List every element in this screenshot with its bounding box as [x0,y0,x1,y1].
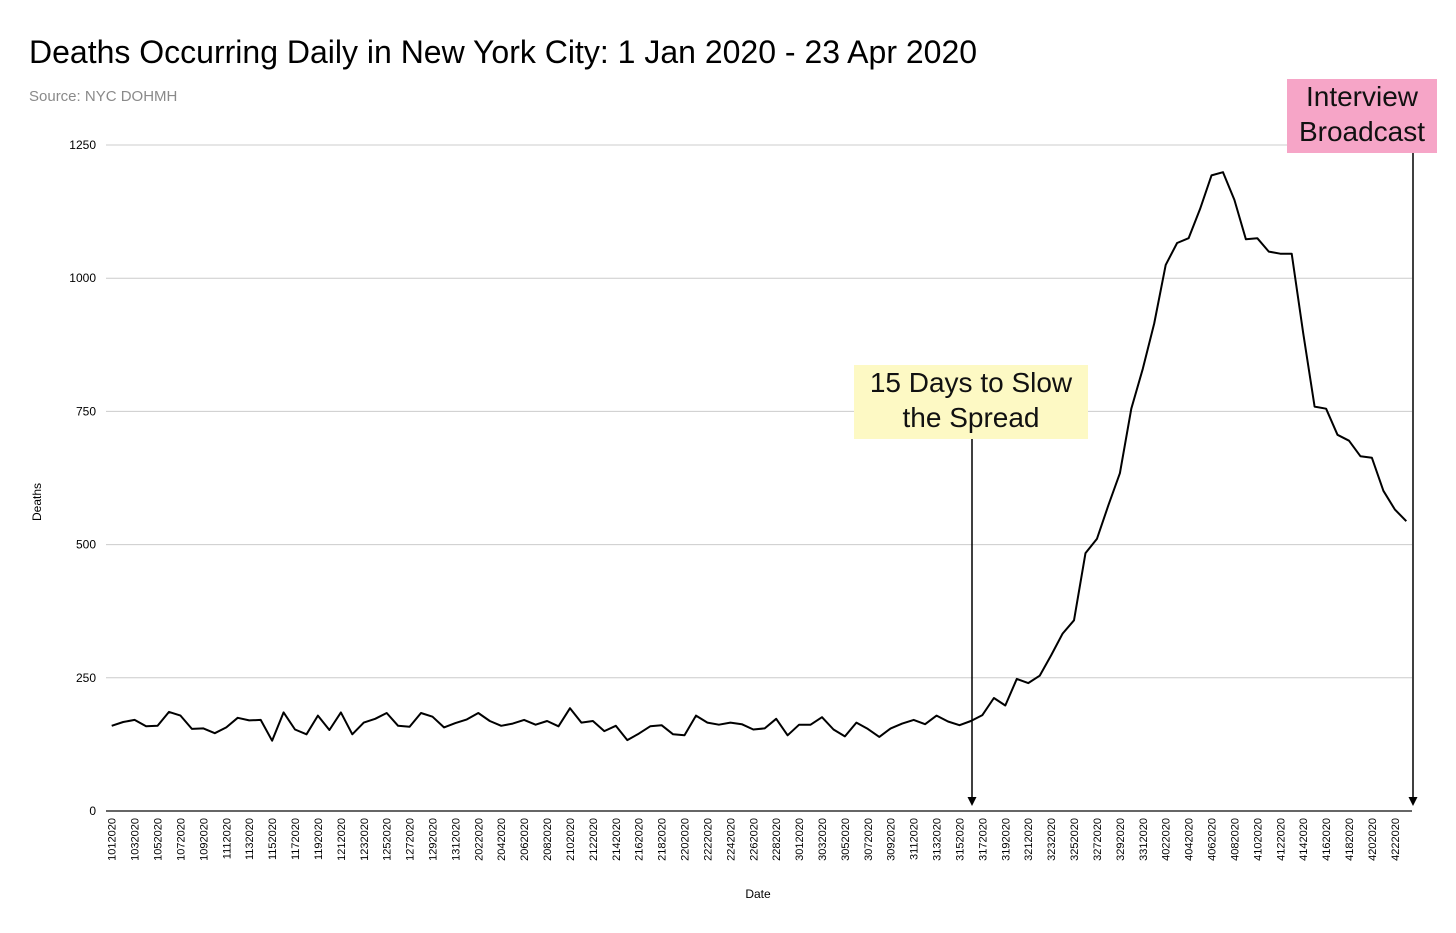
x-tick-label: 3272020 [1092,818,1104,861]
x-tick-label: 1192020 [313,818,325,860]
x-tick-label: 2142020 [611,818,623,861]
x-tick-label: 1252020 [382,818,394,861]
x-axis-ticks: 1012020 1032020 1052020 1072020 1092020 11120… [107,818,1402,861]
x-tick-label: 2082020 [542,818,554,861]
y-tick-label: 1250 [69,138,96,152]
x-tick-label: 1312020 [450,818,462,861]
x-tick-label: 4102020 [1252,818,1264,861]
x-tick-label: 4182020 [1344,818,1356,861]
x-tick-label: 4202020 [1367,818,1379,861]
x-tick-label: 2042020 [496,818,508,861]
x-axis-label: Date [745,887,771,901]
x-tick-label: 3152020 [954,818,966,861]
x-tick-label: 1032020 [130,818,142,861]
x-tick-label: 2202020 [680,818,692,861]
x-tick-label: 4082020 [1229,818,1241,861]
chart-title: Deaths Occurring Daily in New York City:… [29,34,978,70]
x-tick-label: 3292020 [1115,818,1127,861]
y-tick-label: 750 [76,404,96,418]
annotation-line: 15 Days to Slow [869,367,1073,398]
x-tick-label: 1052020 [153,818,165,861]
x-tick-label: 2162020 [634,818,646,861]
x-tick-label: 4042020 [1184,818,1196,861]
x-tick-label: 3032020 [817,818,829,861]
x-tick-label: 2122020 [588,818,600,861]
x-tick-label: 3172020 [977,818,989,861]
x-tick-label: 3312020 [1138,818,1150,861]
y-tick-label: 1000 [69,271,96,285]
x-tick-label: 1292020 [428,818,440,861]
x-tick-label: 4062020 [1207,818,1219,861]
y-axis-label: Deaths [30,483,44,521]
x-tick-label: 1072020 [175,818,187,861]
x-tick-label: 1172020 [290,818,302,860]
x-tick-label: 3232020 [1046,818,1058,861]
x-tick-label: 3192020 [1000,818,1012,861]
y-tick-label: 0 [89,804,96,818]
annotation-interview-broadcast: Interview Broadcast [1287,79,1437,153]
x-tick-label: 1092020 [198,818,210,861]
x-tick-label: 2062020 [519,818,531,861]
x-tick-label: 2182020 [657,818,669,861]
x-tick-label: 4122020 [1275,818,1287,861]
x-tick-label: 2102020 [565,818,577,861]
x-tick-label: 1272020 [405,818,417,861]
x-tick-label: 2022020 [473,818,485,861]
y-tick-label: 250 [76,671,96,685]
y-axis-ticks: 0 250 500 750 1000 1250 [69,138,96,818]
annotation-line: Interview [1305,81,1419,112]
annotation-15-days-to-slow-the-spread: 15 Days to Slow the Spread [854,365,1088,439]
x-tick-label: 4142020 [1298,818,1310,861]
x-tick-label: 4022020 [1161,818,1173,861]
x-tick-label: 3072020 [863,818,875,861]
x-tick-label: 3212020 [1023,818,1035,861]
x-tick-label: 3132020 [932,818,944,861]
x-tick-label: 1112020 [221,818,233,859]
x-tick-label: 3092020 [886,818,898,861]
x-tick-label: 3012020 [794,818,806,861]
x-tick-label: 4222020 [1390,818,1402,861]
arrow-15-days-to-slow [967,439,977,806]
chart-subtitle: Source: NYC DOHMH [29,88,178,105]
arrow-interview-broadcast [1408,153,1418,806]
x-tick-label: 1232020 [359,818,371,861]
x-tick-label: 3112020 [909,818,921,860]
x-tick-label: 2242020 [725,818,737,861]
x-tick-label: 4162020 [1321,818,1333,861]
x-tick-label: 1212020 [336,818,348,861]
x-tick-label: 1012020 [107,818,119,861]
deaths-series-line [111,171,1408,742]
x-tick-label: 2282020 [771,818,783,861]
x-tick-label: 3252020 [1069,818,1081,861]
annotation-line: the Spread [902,402,1040,433]
annotation-line: Broadcast [1298,116,1426,147]
y-tick-label: 500 [76,538,96,552]
gridlines [106,144,1412,679]
annotation-arrows [967,153,1418,806]
x-tick-label: 2222020 [702,818,714,861]
x-tick-label: 1132020 [244,818,256,860]
x-tick-label: 3052020 [840,818,852,861]
x-tick-label: 2262020 [748,818,760,861]
x-tick-label: 1152020 [267,818,279,860]
